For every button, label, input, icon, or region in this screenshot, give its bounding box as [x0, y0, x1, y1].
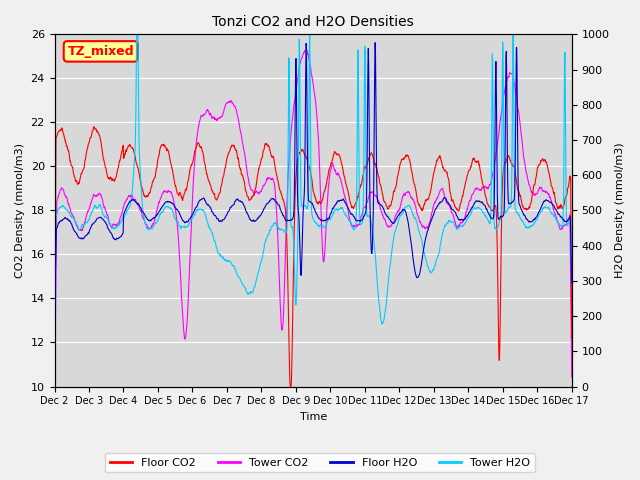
- Y-axis label: CO2 Density (mmol/m3): CO2 Density (mmol/m3): [15, 143, 25, 278]
- X-axis label: Time: Time: [300, 412, 327, 422]
- Text: TZ_mixed: TZ_mixed: [67, 45, 134, 58]
- Title: Tonzi CO2 and H2O Densities: Tonzi CO2 and H2O Densities: [212, 15, 414, 29]
- Y-axis label: H2O Density (mmol/m3): H2O Density (mmol/m3): [615, 143, 625, 278]
- Legend: Floor CO2, Tower CO2, Floor H2O, Tower H2O: Floor CO2, Tower CO2, Floor H2O, Tower H…: [105, 453, 535, 472]
